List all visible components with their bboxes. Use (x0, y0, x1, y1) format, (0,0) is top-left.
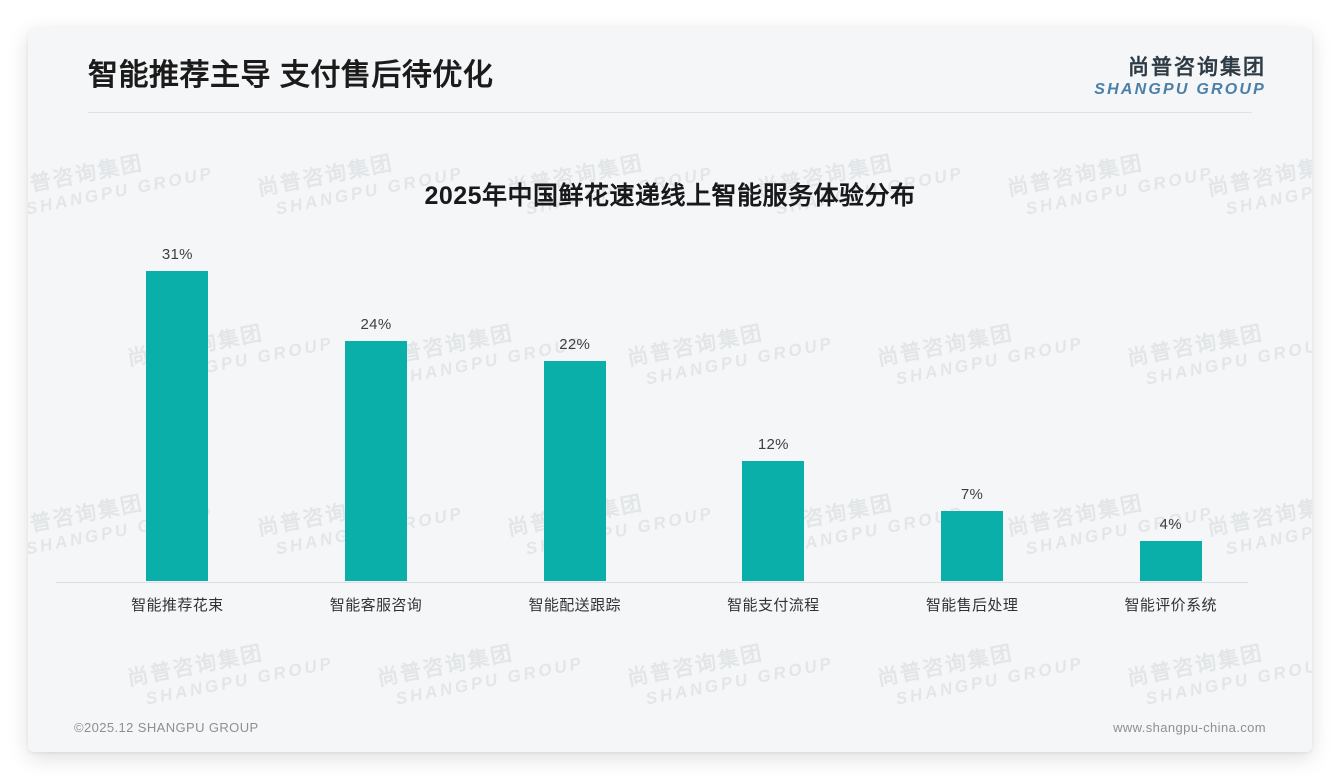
x-axis-label: 智能评价系统 (1124, 597, 1217, 614)
chart-title: 2025年中国鲜花速递线上智能服务体验分布 (424, 182, 916, 210)
bar-value-label: 31% (161, 246, 193, 263)
bar-value-label: 7% (960, 486, 984, 503)
bar-slot: 31% (78, 231, 277, 581)
slide-card: 尚普咨询集团 SHANGPU GROUP 尚普咨询集团 SHANGPU GROUP 尚普… (28, 28, 1312, 752)
x-axis-label: 智能客服咨询 (329, 597, 423, 614)
bar-value-label: 12% (757, 436, 789, 453)
header-divider (88, 112, 1252, 113)
x-axis-label: 智能配送跟踪 (528, 597, 621, 614)
brand-logo: 尚普咨询集团 SHANGPU GROUP (1094, 56, 1266, 99)
bar[interactable] (543, 361, 606, 581)
bar[interactable] (345, 341, 407, 581)
bar-value-label: 24% (360, 316, 392, 333)
x-axis-line (56, 582, 1248, 583)
x-axis-labels: 智能推荐花束 智能客服咨询 智能配送跟踪 智能支付流程 智能售后处理 智能评价系统 (78, 594, 1270, 615)
bar-series: 31% 24% 22% 12% 7% 4% (78, 231, 1270, 581)
logo-chinese-text: 尚普咨询集团 (1128, 56, 1266, 79)
website-link[interactable]: www.shangpu-china.com (1113, 720, 1266, 735)
bar[interactable] (742, 461, 805, 581)
x-axis-label: 智能推荐花束 (131, 597, 224, 614)
bar[interactable] (146, 271, 209, 581)
bar[interactable] (1139, 541, 1202, 581)
x-axis-label: 智能售后处理 (925, 597, 1019, 614)
copyright-text: ©2025.12 SHANGPU GROUP (74, 720, 259, 735)
bar[interactable] (941, 511, 1004, 581)
chart-container: 2025年中国鲜花速递线上智能服务体验分布 31% 24% 22% 12% 7% 4% 智… (28, 114, 1312, 674)
page-title: 智能推荐主导 支付售后待优化 (88, 59, 494, 92)
bar-slot: 12% (674, 231, 873, 581)
slide-header: 智能推荐主导 支付售后待优化 尚普咨询集团 SHANGPU GROUP (28, 28, 1312, 114)
slide-footer: ©2025.12 SHANGPU GROUP www.shangpu-china… (28, 708, 1312, 752)
bar-value-label: 4% (1159, 516, 1182, 533)
bar-slot: 24% (277, 231, 476, 581)
bar-value-label: 22% (559, 336, 591, 353)
bar-slot: 4% (1071, 231, 1270, 581)
chart-plot-area: 31% 24% 22% 12% 7% 4% (78, 232, 1270, 582)
logo-english-text: SHANGPU GROUP (1094, 81, 1266, 99)
bar-slot: 7% (873, 231, 1072, 581)
bar-slot: 22% (475, 231, 674, 581)
x-axis-label: 智能支付流程 (727, 597, 820, 614)
